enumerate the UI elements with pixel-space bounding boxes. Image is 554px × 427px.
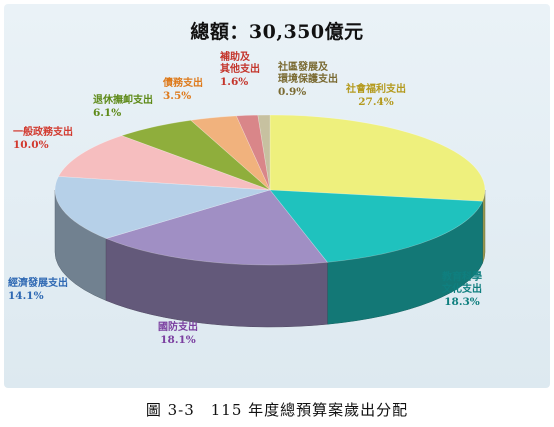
label-name-line: 退休撫卹支出 xyxy=(93,95,153,106)
label-percent: 14.1% xyxy=(8,290,44,302)
label-name-line: 教育科學 xyxy=(442,272,482,283)
label-name-line: 社區發展及 xyxy=(278,62,328,73)
label-percent: 18.1% xyxy=(160,334,196,346)
label-name-line: 社會福利支出 xyxy=(346,84,406,95)
pie-chart xyxy=(54,114,486,328)
slice-社會福利支出 xyxy=(269,114,486,202)
label-name-line: 環境保護支出 xyxy=(278,74,338,85)
slice-一般政務支出 xyxy=(58,135,271,191)
label-社區發展及環境保護支出: 社區發展及 環境保護支出 0.9% xyxy=(278,62,338,98)
label-退休撫卹支出: 退休撫卹支出 6.1% xyxy=(93,95,153,119)
label-name-line: 文化支出 xyxy=(442,284,482,295)
label-一般政務支出: 一般政務支出 10.0% xyxy=(13,127,73,151)
label-percent: 27.4% xyxy=(358,96,394,108)
label-債務支出: 債務支出 3.5% xyxy=(163,78,203,102)
label-name-line: 其他支出 xyxy=(220,64,260,75)
label-name-line: 經濟發展支出 xyxy=(8,278,68,289)
label-percent: 18.3% xyxy=(444,296,480,308)
label-percent: 10.0% xyxy=(13,139,49,151)
slice-國防支出 xyxy=(105,189,328,266)
label-name-line: 補助及 xyxy=(220,52,250,63)
figure-caption: 圖 3-3 115 年度總預算案歲出分配 xyxy=(145,401,409,419)
label-percent: 3.5% xyxy=(163,90,192,102)
label-name-line: 國防支出 xyxy=(158,322,198,333)
slice-社區發展及環境保護支出 xyxy=(257,114,271,191)
label-percent: 0.9% xyxy=(278,86,307,98)
label-國防支出: 國防支出 18.1% xyxy=(158,322,198,346)
slice-債務支出 xyxy=(190,115,271,191)
label-教育科學文化支出: 教育科學 文化支出 18.3% xyxy=(442,272,482,308)
label-name-line: 一般政務支出 xyxy=(13,127,73,138)
slice-教育科學文化支出 xyxy=(269,189,484,263)
label-name-line: 債務支出 xyxy=(163,78,203,89)
slice-退休撫卹支出 xyxy=(120,119,271,191)
slice-補助及其他支出 xyxy=(235,114,271,191)
label-經濟發展支出: 經濟發展支出 14.1% xyxy=(8,278,68,302)
chart-title: 總額：30,350億元 xyxy=(190,21,364,43)
label-percent: 6.1% xyxy=(93,107,122,119)
slice-經濟發展支出 xyxy=(54,176,271,239)
label-percent: 1.6% xyxy=(220,76,249,88)
label-補助及其他支出: 補助及 其他支出 1.6% xyxy=(220,52,260,88)
label-社會福利支出: 社會福利支出 27.4% xyxy=(346,84,406,108)
